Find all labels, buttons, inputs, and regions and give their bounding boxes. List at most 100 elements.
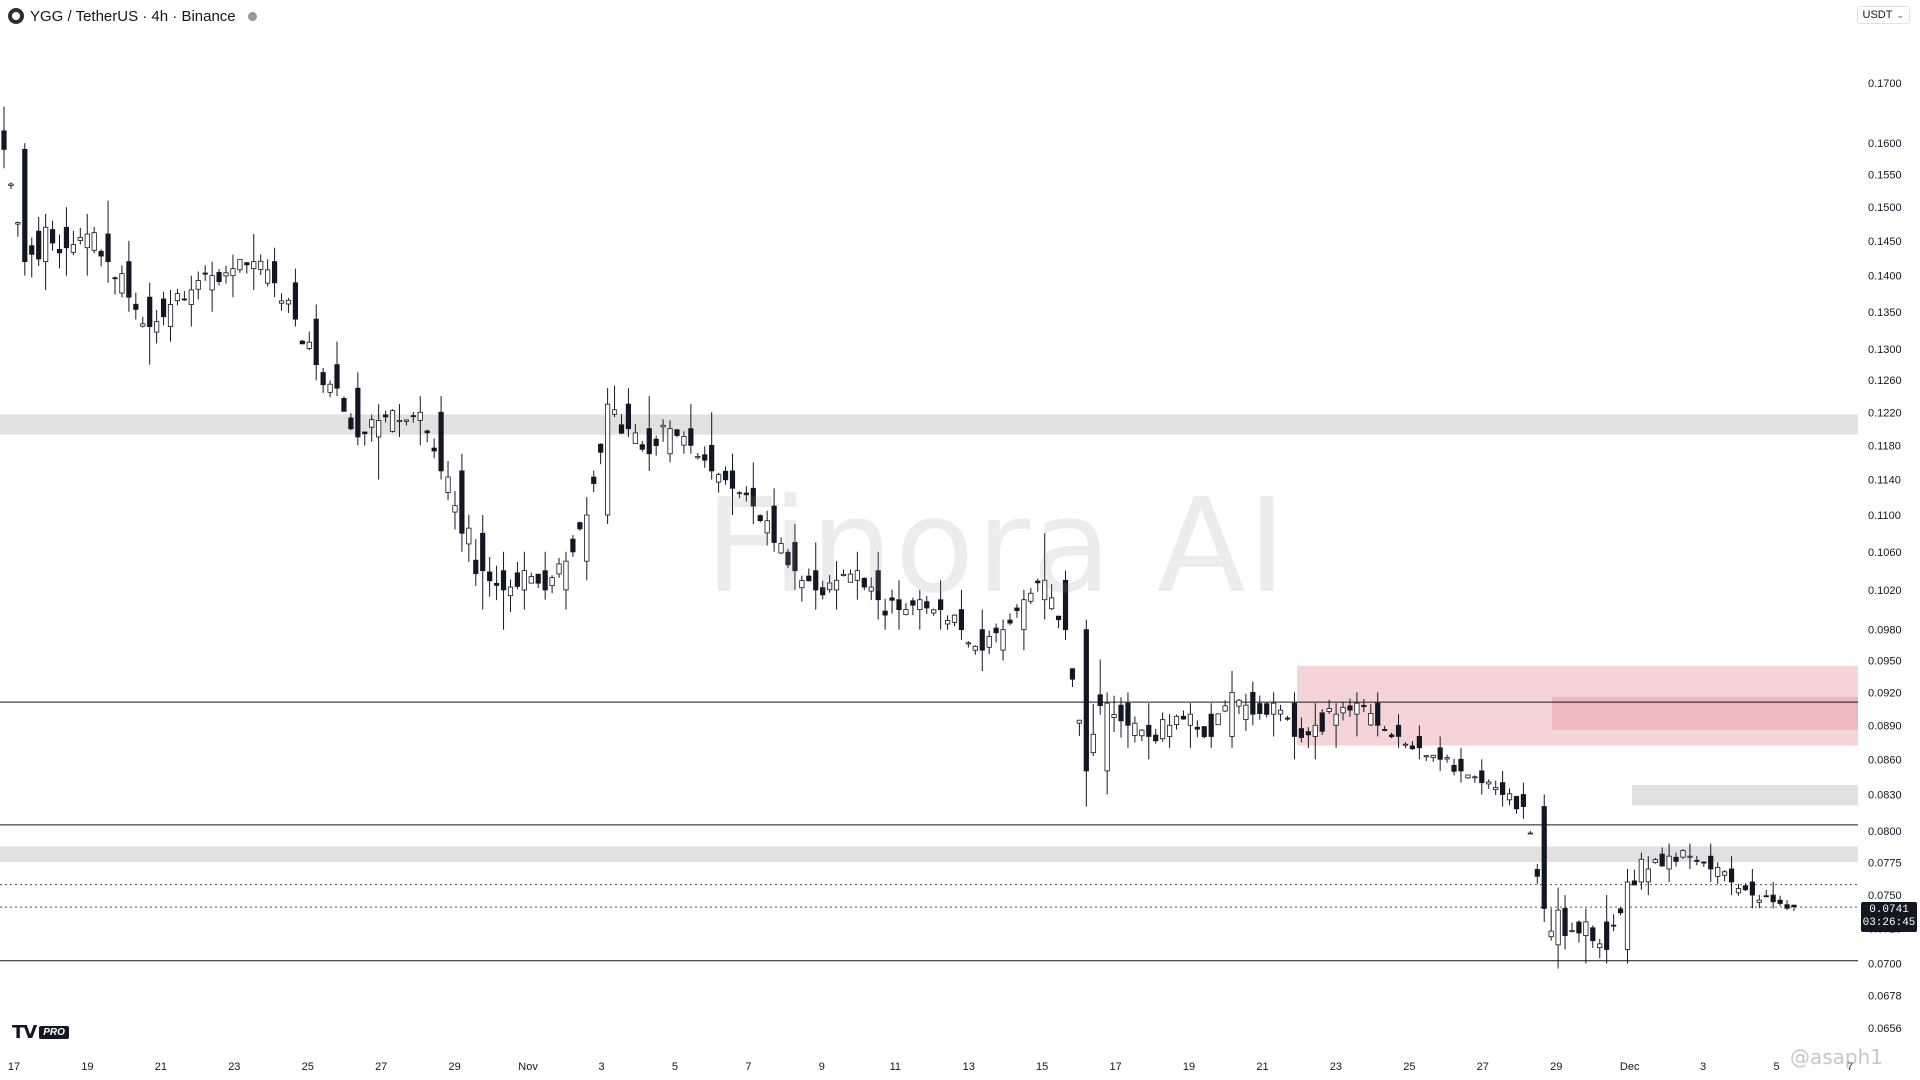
candle-up xyxy=(167,304,174,327)
candle-up xyxy=(1465,774,1471,779)
candle-down xyxy=(56,249,63,254)
chevron-down-icon: ⌄ xyxy=(1896,9,1904,20)
candle-down xyxy=(1437,747,1443,760)
candle-down xyxy=(1777,899,1783,904)
horizontal-zone xyxy=(0,846,1858,863)
candle-up xyxy=(1430,754,1436,758)
candle-up xyxy=(278,300,285,304)
candle-down xyxy=(1014,607,1020,611)
candle-down xyxy=(535,573,541,584)
candle-up xyxy=(1486,781,1492,785)
candle-down xyxy=(1201,726,1207,738)
candle-down xyxy=(542,570,548,591)
candle-up xyxy=(1569,929,1575,932)
price-tick-label: 0.1060 xyxy=(1868,547,1902,559)
candle-down xyxy=(1298,728,1305,738)
candle-down xyxy=(514,572,521,587)
candle-down xyxy=(709,444,715,472)
time-tick-label: 25 xyxy=(1403,1061,1415,1073)
candle-down xyxy=(618,424,625,434)
time-tick-label: 3 xyxy=(598,1061,604,1073)
time-axis[interactable]: 17 19 21 23 25 27 29 Nov 3 5 7 9 11 13 15 17 19 21 23 25 27 2… xyxy=(8,1061,1853,1073)
candle-up xyxy=(521,570,527,591)
candle-down xyxy=(1125,702,1131,726)
candle-down xyxy=(112,277,118,280)
candle-down xyxy=(382,414,389,418)
tradingview-logo[interactable]: TV PRO xyxy=(12,1022,69,1043)
candle-up xyxy=(1472,776,1478,779)
candle-up xyxy=(1028,592,1034,602)
candle-up xyxy=(195,280,201,290)
candle-up xyxy=(1638,858,1644,883)
candle-up xyxy=(417,411,423,421)
price-tick-label: 0.0775 xyxy=(1868,858,1902,870)
candle-up xyxy=(188,289,194,305)
candle-up xyxy=(778,543,784,554)
price-axis[interactable]: 0.1700 0.1600 0.1550 0.1500 0.1450 0.1400 0.13… xyxy=(1858,0,1920,1080)
candle-down xyxy=(1728,868,1735,883)
price-tick-label: 0.1400 xyxy=(1868,271,1902,283)
candle-down xyxy=(1659,853,1665,867)
candle-up xyxy=(605,403,611,516)
candle-down xyxy=(49,229,56,244)
candle-down xyxy=(785,551,791,566)
candle-down xyxy=(924,601,930,609)
candle-up xyxy=(452,505,458,513)
candle-down xyxy=(1409,745,1416,750)
candle-up xyxy=(1652,859,1658,863)
candle-up xyxy=(84,233,90,249)
candle-down xyxy=(1694,859,1700,862)
candle-down xyxy=(1708,855,1714,870)
candle-down xyxy=(722,470,729,481)
candle-down xyxy=(653,438,659,446)
candle-up xyxy=(265,269,271,284)
candle-up xyxy=(549,577,555,587)
candle-down xyxy=(1180,715,1187,720)
candle-down xyxy=(22,148,28,263)
level-lines-layer xyxy=(0,701,1858,962)
time-tick-label: 25 xyxy=(302,1061,314,1073)
candle-down xyxy=(792,542,798,572)
candle-up xyxy=(944,620,951,625)
candle-down xyxy=(271,261,278,284)
candle-down xyxy=(1451,764,1457,772)
price-tick-label: 0.1220 xyxy=(1868,407,1902,419)
price-tick-label: 0.1100 xyxy=(1868,510,1901,522)
candle-down xyxy=(202,272,208,275)
candle-up xyxy=(1021,599,1027,631)
candle-down xyxy=(1055,615,1062,621)
candle-down xyxy=(1361,704,1367,708)
price-tick-label: 0.1140 xyxy=(1868,475,1901,487)
currency-selector[interactable]: USDT ⌄ xyxy=(1856,6,1910,24)
candle-up xyxy=(847,573,854,583)
price-tick-label: 0.0700 xyxy=(1868,959,1902,971)
candle-down xyxy=(1541,806,1547,909)
candle-down xyxy=(410,415,416,418)
price-tick-label: 0.1180 xyxy=(1868,440,1901,452)
candle-up xyxy=(528,576,534,584)
candle-up xyxy=(251,261,257,270)
candle-up xyxy=(1111,714,1117,718)
candle-down xyxy=(1382,729,1388,731)
chart-title[interactable]: YGG / TetherUS · 4h · Binance xyxy=(30,7,236,25)
time-tick-label: 19 xyxy=(81,1061,93,1073)
candle-down xyxy=(36,230,42,260)
candle-up xyxy=(1042,579,1048,601)
time-tick-label: 7 xyxy=(1847,1061,1853,1073)
candle-down xyxy=(910,600,916,606)
market-status-icon[interactable] xyxy=(247,11,257,21)
candle-up xyxy=(1402,743,1409,746)
candle-up xyxy=(174,293,181,302)
candle-down xyxy=(299,340,305,345)
candle-up xyxy=(237,259,243,271)
candle-up xyxy=(563,560,569,591)
candle-down xyxy=(424,430,430,434)
candle-down xyxy=(1375,702,1381,726)
candle-down xyxy=(993,627,999,634)
candle-down xyxy=(341,398,347,412)
candle-down xyxy=(875,570,881,601)
candle-down xyxy=(1257,703,1263,714)
time-tick-label: 17 xyxy=(1109,1061,1121,1073)
